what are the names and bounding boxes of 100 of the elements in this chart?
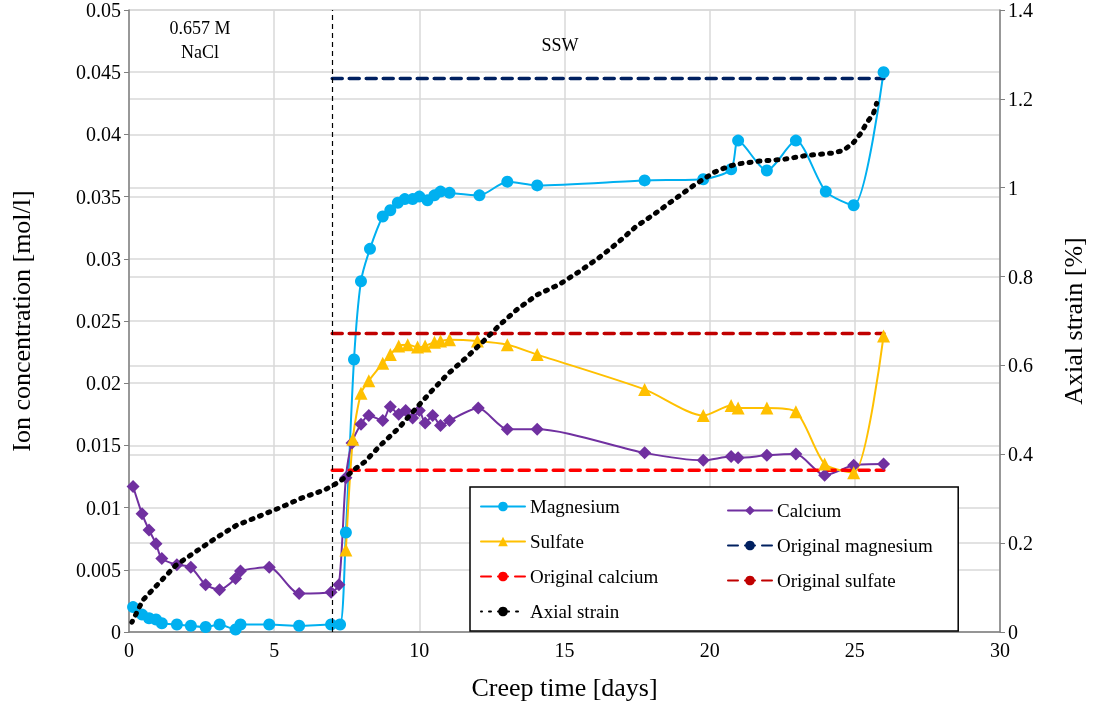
point bbox=[126, 479, 140, 493]
point bbox=[401, 338, 415, 352]
point bbox=[500, 422, 514, 436]
legend-label: Calcium bbox=[777, 500, 842, 521]
point bbox=[638, 446, 652, 460]
point bbox=[229, 572, 243, 586]
x-axis-title: Creep time [days] bbox=[471, 672, 658, 702]
x-tick-label: 30 bbox=[990, 639, 1010, 661]
point bbox=[135, 507, 149, 521]
point bbox=[376, 356, 390, 370]
y2-tick-label: 0.4 bbox=[1008, 443, 1033, 466]
point bbox=[383, 348, 397, 362]
point bbox=[531, 179, 544, 192]
x-tick-label: 10 bbox=[409, 639, 430, 661]
point bbox=[760, 401, 774, 415]
point bbox=[213, 583, 227, 597]
point bbox=[638, 174, 651, 187]
point bbox=[760, 164, 773, 177]
point bbox=[877, 457, 891, 471]
x-tick-label: 25 bbox=[844, 639, 865, 661]
point bbox=[155, 617, 168, 630]
y2-tick-label: 1.2 bbox=[1008, 87, 1033, 110]
point bbox=[199, 578, 213, 592]
point bbox=[731, 401, 745, 415]
point bbox=[362, 409, 376, 423]
point bbox=[383, 400, 397, 414]
point bbox=[233, 564, 247, 578]
annotation: 0.657 M NaCl bbox=[169, 18, 231, 62]
y2-axis-title: Axial strain [%] bbox=[1058, 237, 1088, 405]
point bbox=[399, 404, 413, 418]
y-tick-label: 0 bbox=[111, 621, 121, 643]
point bbox=[262, 560, 276, 574]
point bbox=[149, 537, 163, 551]
annotation: SSW bbox=[541, 35, 579, 55]
point bbox=[127, 601, 140, 614]
y2-tick-label: 0.2 bbox=[1008, 532, 1033, 555]
point bbox=[339, 543, 353, 557]
point bbox=[530, 348, 544, 362]
point bbox=[354, 386, 368, 400]
point bbox=[324, 585, 338, 599]
point bbox=[142, 523, 156, 537]
point bbox=[339, 526, 352, 539]
y2-tick-label: 0.6 bbox=[1008, 354, 1033, 377]
y-tick-label: 0.01 bbox=[86, 496, 121, 519]
point bbox=[354, 275, 367, 288]
point bbox=[818, 457, 832, 471]
point bbox=[362, 374, 376, 388]
y-tick-label: 0.04 bbox=[86, 123, 121, 146]
point bbox=[877, 329, 891, 343]
point bbox=[530, 422, 544, 436]
point bbox=[500, 338, 514, 352]
point bbox=[847, 199, 860, 212]
y-tick-label: 0.045 bbox=[76, 61, 121, 84]
point bbox=[184, 619, 197, 632]
y-tick-label: 0.015 bbox=[76, 434, 121, 457]
y2-tick-label: 1 bbox=[1008, 176, 1018, 199]
legend-label: Sulfate bbox=[530, 531, 584, 552]
legend-label: Original magnesium bbox=[777, 535, 933, 556]
point bbox=[348, 353, 361, 366]
point bbox=[346, 432, 360, 446]
point bbox=[170, 618, 183, 631]
point bbox=[501, 175, 514, 188]
legend-label: Axial strain bbox=[530, 601, 620, 622]
point bbox=[847, 466, 861, 480]
y2-tick-label: 1.4 bbox=[1008, 0, 1033, 21]
point bbox=[363, 242, 376, 255]
point bbox=[332, 578, 346, 592]
y-tick-label: 0.05 bbox=[86, 0, 121, 21]
y-axis-title: Ion concentration [mol/l] bbox=[6, 190, 36, 452]
y2-tick-label: 0.8 bbox=[1008, 265, 1033, 288]
point bbox=[760, 448, 774, 462]
point bbox=[473, 189, 486, 202]
point bbox=[443, 414, 457, 428]
y-tick-label: 0.005 bbox=[76, 558, 121, 581]
point bbox=[418, 416, 432, 430]
y2-tick-label: 0 bbox=[1008, 621, 1018, 643]
y-tick-label: 0.035 bbox=[76, 185, 121, 208]
point bbox=[789, 405, 803, 419]
point bbox=[292, 586, 306, 600]
y-tick-label: 0.02 bbox=[86, 372, 121, 395]
point bbox=[411, 340, 425, 354]
legend-label: Original sulfate bbox=[777, 570, 896, 591]
point bbox=[696, 453, 710, 467]
point bbox=[293, 619, 306, 632]
point bbox=[354, 417, 368, 431]
point bbox=[471, 401, 485, 415]
x-tick-label: 20 bbox=[699, 639, 720, 661]
point bbox=[376, 414, 390, 428]
point bbox=[789, 134, 802, 147]
point bbox=[334, 618, 347, 631]
point bbox=[263, 618, 276, 631]
point bbox=[819, 185, 832, 198]
y-tick-label: 0.03 bbox=[86, 247, 121, 270]
x-tick-label: 5 bbox=[269, 639, 280, 661]
point bbox=[877, 66, 890, 79]
legend-label: Magnesium bbox=[530, 496, 620, 517]
point bbox=[384, 204, 397, 217]
point bbox=[732, 134, 745, 147]
point bbox=[155, 552, 169, 566]
point bbox=[818, 468, 832, 482]
